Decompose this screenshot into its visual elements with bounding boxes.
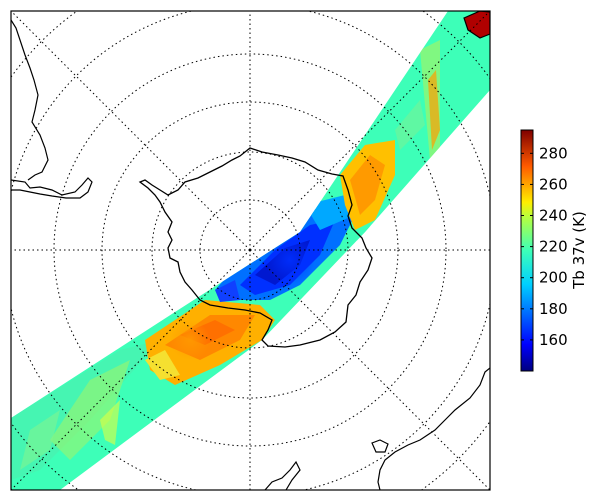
colorbar-tick-label: 280 <box>539 144 568 162</box>
colorbar-tick-label: 240 <box>539 207 568 225</box>
colorbar-tick-label: 180 <box>539 300 568 318</box>
longitude-lines <box>11 11 490 490</box>
colorbar-tick-label: 260 <box>539 175 568 193</box>
map-frame <box>10 10 491 491</box>
colorbar-label: Tb 37v (K) <box>570 211 588 290</box>
colorbar-tick-label: 220 <box>539 238 568 256</box>
new-zealand-coastline <box>264 460 301 490</box>
south-america-west-coast <box>11 19 49 181</box>
antarctica-coastline <box>138 147 373 348</box>
tasmania-coastline <box>371 439 389 453</box>
south-america-coastline <box>11 177 93 199</box>
colorbar-gradient <box>520 129 534 372</box>
colorbar: 160 180 200 220 240 260 280 Tb 37v (K) <box>520 129 588 372</box>
colorbar-tick-label: 200 <box>539 269 568 287</box>
colorbar-tick-label: 160 <box>539 331 568 349</box>
colorbar-ticks: 160 180 200 220 240 260 280 <box>521 144 568 349</box>
australia-coastline <box>377 367 490 490</box>
